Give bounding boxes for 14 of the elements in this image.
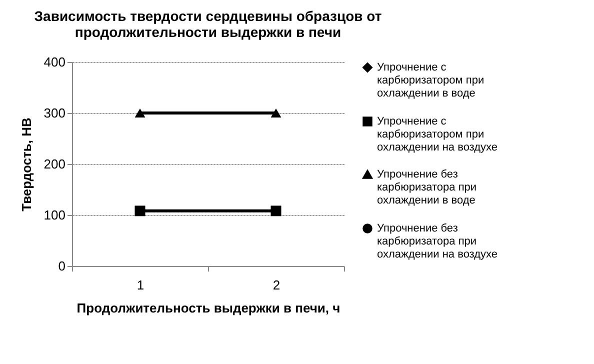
x-tick-label: 1 [136,278,144,292]
chart-title: Зависимость твердости сердцевины образцов от продолжительности выдержки в печи [34,8,382,40]
y-tick-label: 200 [44,156,66,172]
x-axis-title: Продолжительность выдержки в печи, ч [76,300,340,316]
y-tick-label: 0 [58,258,66,274]
y-axis-title: Твердость, НВ [18,118,34,212]
legend-label: Упрочнение без карбюризатора при охлаждении на воздухе [377,222,498,260]
y-tick-label: 100 [44,208,66,222]
y-tick-label: 400 [44,54,66,70]
x-tick-label: 2 [272,278,280,292]
legend-label: Упрочнение с карбюризатором при охлаждении в воде [377,62,484,100]
legend-label: Упрочнение без карбюризатора при охлаждении в воде [377,168,477,206]
legend-label: Упрочнение с карбюризатором при охлаждении на воздухе [377,116,498,154]
y-tick-label: 300 [44,106,66,120]
